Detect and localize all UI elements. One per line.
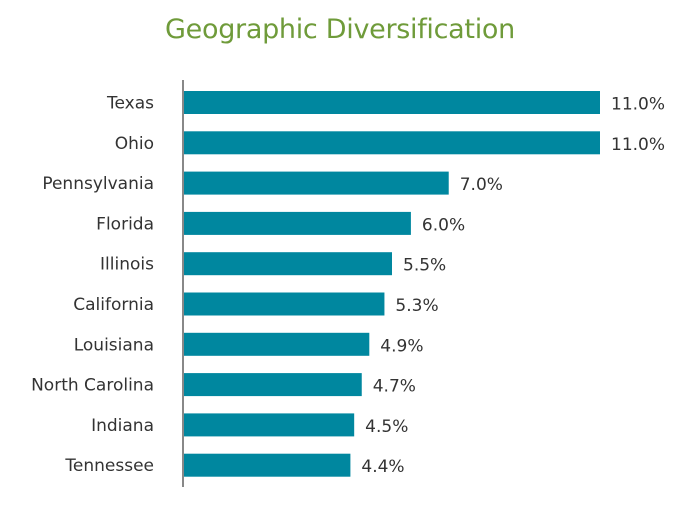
bar-pennsylvania [184, 171, 449, 195]
bar-texas [184, 91, 600, 114]
bar-ohio [184, 131, 600, 155]
category-label: Ohio [115, 134, 154, 154]
value-label: 6.0% [422, 215, 465, 235]
value-label: 11.0% [611, 95, 665, 115]
chart-title: Geographic Diversification [165, 14, 515, 45]
bar-tennessee [184, 453, 351, 477]
category-label: Indiana [91, 416, 154, 436]
category-label: Florida [96, 214, 154, 234]
category-label: North Carolina [31, 376, 154, 396]
value-label: 4.7% [373, 377, 416, 397]
bar-indiana [184, 413, 355, 437]
bar-louisiana [184, 332, 370, 356]
category-label: Illinois [100, 255, 154, 275]
bar-illinois [184, 252, 392, 276]
bar-florida [184, 211, 411, 235]
value-label: 11.0% [611, 135, 665, 155]
category-label: Pennsylvania [42, 174, 154, 194]
value-label: 5.5% [403, 256, 446, 276]
value-label: 4.5% [365, 417, 408, 437]
category-label: Louisiana [74, 335, 154, 355]
value-label: 4.4% [361, 457, 404, 477]
category-label: Tennessee [64, 456, 154, 476]
bar-california [184, 292, 385, 316]
bar-north-carolina [184, 373, 362, 397]
value-label: 7.0% [460, 175, 503, 195]
category-label: California [73, 295, 154, 315]
value-label: 5.3% [395, 296, 438, 316]
category-label: Texas [106, 94, 154, 114]
value-label: 4.9% [380, 336, 423, 356]
